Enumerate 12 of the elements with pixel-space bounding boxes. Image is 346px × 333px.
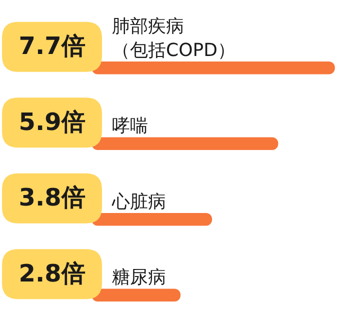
bar xyxy=(92,213,212,226)
y-tick-label: 哮喘 xyxy=(112,116,148,137)
bar xyxy=(92,137,278,150)
data-label: 2.8倍 xyxy=(18,259,86,288)
bar xyxy=(92,288,181,302)
data-label: 3.8倍 xyxy=(18,184,86,212)
bar xyxy=(92,62,335,74)
data-label: 7.7倍 xyxy=(18,32,86,60)
y-tick-label: 肺部疾病（包括COPD） xyxy=(112,16,236,61)
y-tick-label: 心脏病 xyxy=(111,191,166,212)
y-tick-label: 糖尿病 xyxy=(112,267,166,288)
data-label: 5.9倍 xyxy=(18,108,86,136)
